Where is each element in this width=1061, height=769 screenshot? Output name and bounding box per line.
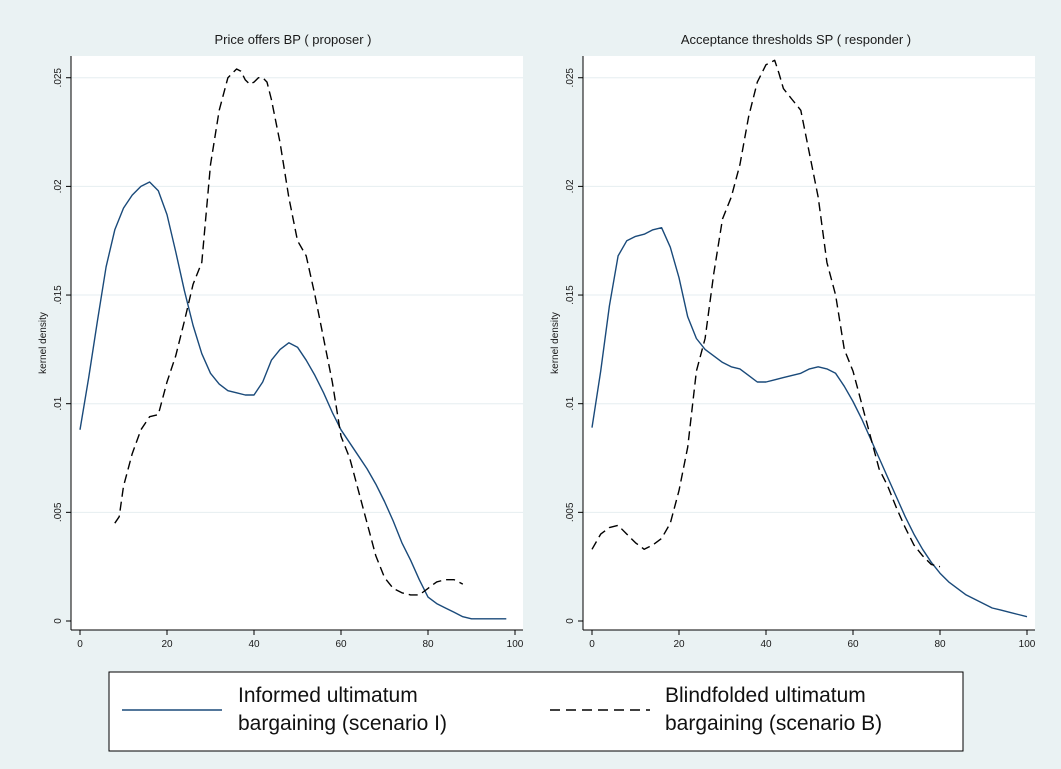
x-tick-label-3: 60 [335, 639, 347, 650]
y-tick-label-2: .01 [565, 396, 576, 410]
x-tick-label-2: 40 [248, 639, 260, 650]
legend-label-informed-line1: Informed ultimatum [238, 684, 418, 707]
y-tick-label-5: .025 [565, 68, 576, 88]
x-tick-label-1: 20 [673, 639, 685, 650]
panel-left: Price offers BP ( proposer ) 0 20 40 60 80 10… [38, 32, 524, 650]
x-tick-label-3: 60 [847, 639, 859, 650]
y-tick-label-1: .005 [565, 502, 576, 522]
panel-left-plot-area [71, 56, 523, 630]
y-tick-label-1: .005 [53, 502, 64, 522]
legend: Informed ultimatum bargaining (scenario … [109, 672, 963, 751]
y-tick-label-4: .02 [53, 179, 64, 193]
y-tick-label-3: .015 [53, 285, 64, 305]
x-tick-label-5: 100 [1019, 639, 1036, 650]
y-tick-label-0: 0 [565, 618, 576, 624]
x-tick-label-0: 0 [77, 639, 83, 650]
x-tick-label-2: 40 [760, 639, 772, 650]
panel-left-y-axis-label: kernel density [38, 312, 49, 374]
x-tick-label-0: 0 [589, 639, 595, 650]
y-tick-label-4: .02 [565, 179, 576, 193]
legend-label-blindfolded-line2: bargaining (scenario B) [665, 712, 882, 735]
x-tick-label-1: 20 [161, 639, 173, 650]
y-tick-label-3: .015 [565, 285, 576, 305]
panel-right-plot-area [583, 56, 1035, 630]
legend-label-blindfolded-line1: Blindfolded ultimatum [665, 684, 866, 707]
panel-right-y-axis-label: kernel density [550, 312, 561, 374]
y-tick-label-5: .025 [53, 68, 64, 88]
panel-right-title: Acceptance thresholds SP ( responder ) [681, 32, 911, 47]
x-tick-label-4: 80 [934, 639, 946, 650]
panel-left-title: Price offers BP ( proposer ) [214, 32, 371, 47]
x-tick-label-4: 80 [422, 639, 434, 650]
x-tick-label-5: 100 [507, 639, 524, 650]
y-tick-label-0: 0 [53, 618, 64, 624]
legend-label-informed-line2: bargaining (scenario I) [238, 712, 447, 735]
y-tick-label-2: .01 [53, 396, 64, 410]
panel-right: Acceptance thresholds SP ( responder ) 0… [550, 32, 1036, 650]
